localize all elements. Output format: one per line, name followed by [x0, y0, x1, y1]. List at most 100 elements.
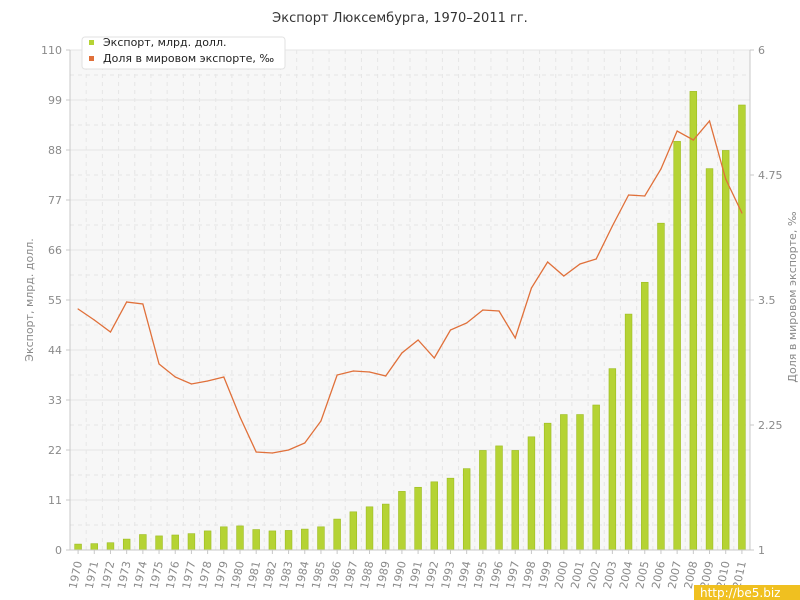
share-point-1992 [433, 357, 435, 359]
grid [70, 49, 751, 551]
bar-1974 [139, 534, 147, 551]
bar-1984 [301, 528, 309, 551]
x-tick-label-1987: 1987 [342, 560, 361, 590]
bar-2002 [592, 404, 600, 551]
share-point-1970 [77, 308, 79, 310]
legend-marker-exports [89, 40, 94, 45]
left-axis-title: Экспорт, млрд. долл. [23, 238, 36, 361]
share-point-2010 [725, 178, 727, 180]
share-point-1991 [417, 339, 419, 341]
bar-1990 [398, 491, 406, 551]
share-point-1990 [401, 352, 403, 354]
share-point-1987 [352, 370, 354, 372]
x-tick-label-1997: 1997 [504, 560, 523, 590]
bar-2008 [689, 91, 698, 551]
x-tick-label-1975: 1975 [147, 560, 166, 590]
line-series [77, 119, 743, 454]
share-point-1976 [174, 376, 176, 378]
share-point-1981 [255, 451, 257, 453]
x-tick-label-1995: 1995 [471, 560, 490, 590]
bar-1983 [284, 530, 293, 551]
left-tick-label: 22 [48, 444, 62, 457]
bar-1976 [171, 534, 179, 551]
x-tick-label-2010: 2010 [714, 560, 733, 590]
legend-label-exports: Экспорт, млрд. долл. [103, 36, 226, 49]
share-point-1979 [223, 376, 225, 378]
x-tick-label-1983: 1983 [277, 560, 296, 590]
right-tick-label: 1 [758, 544, 765, 557]
x-tick-label-2006: 2006 [649, 560, 668, 590]
axes: 011223344556677889911012.253.54.75619701… [41, 44, 783, 590]
share-point-2006 [660, 168, 662, 170]
bar-1980 [236, 525, 244, 551]
x-tick-label-1991: 1991 [406, 560, 425, 590]
right-tick-label: 4.75 [758, 169, 783, 182]
x-tick-label-1982: 1982 [261, 560, 280, 590]
bar-2007 [673, 141, 681, 551]
bar-1975 [155, 535, 163, 551]
share-point-1978 [207, 380, 209, 382]
share-line [77, 119, 743, 454]
watermark-text: http://be5.biz [700, 586, 780, 600]
bar-1994 [462, 468, 471, 551]
right-tick-label: 6 [758, 44, 765, 57]
x-tick-label-1992: 1992 [423, 560, 442, 590]
bar-1996 [495, 445, 503, 551]
share-point-1994 [466, 322, 468, 324]
bar-1989 [382, 503, 390, 551]
watermark-background [694, 585, 800, 600]
bar-1986 [333, 518, 341, 551]
bar-1978 [203, 530, 212, 551]
bar-2010 [722, 150, 730, 551]
x-tick-label-1989: 1989 [374, 560, 393, 590]
share-point-1977 [190, 383, 193, 385]
bar-1971 [90, 543, 98, 551]
right-tick-label: 2.25 [758, 419, 783, 432]
share-point-1974 [142, 303, 144, 305]
share-point-2009 [708, 120, 711, 122]
share-point-1975 [158, 363, 160, 365]
bar-1985 [317, 526, 325, 551]
x-tick-label-1988: 1988 [358, 560, 377, 590]
x-tick-label-1981: 1981 [245, 560, 264, 590]
bar-2011 [738, 104, 746, 551]
bar-2003 [608, 368, 617, 551]
share-point-1984 [304, 442, 306, 444]
left-tick-label: 33 [48, 394, 62, 407]
x-tick-label-1971: 1971 [83, 560, 102, 590]
left-tick-label: 11 [48, 494, 62, 507]
left-tick-label: 110 [41, 44, 62, 57]
x-tick-label-1970: 1970 [66, 560, 85, 590]
share-point-2000 [563, 275, 565, 277]
x-tick-label-1993: 1993 [439, 560, 458, 590]
bar-2001 [576, 414, 584, 551]
share-point-1982 [271, 452, 273, 454]
share-point-1971 [93, 319, 95, 321]
right-axis-title: Доля в мировом экспорте, ‰ [786, 211, 799, 382]
bar-1998 [527, 436, 536, 551]
share-point-1995 [482, 309, 484, 311]
left-tick-label: 99 [48, 94, 62, 107]
bar-1988 [365, 506, 374, 551]
bar-1999 [543, 422, 552, 551]
bar-1982 [268, 530, 277, 551]
share-point-1996 [498, 310, 500, 312]
left-tick-label: 44 [48, 344, 62, 357]
share-point-1989 [385, 375, 387, 377]
x-tick-label-1977: 1977 [180, 560, 199, 590]
x-tick-label-1996: 1996 [487, 560, 506, 590]
share-point-1980 [239, 416, 241, 418]
x-tick-label-2005: 2005 [633, 560, 652, 590]
x-tick-label-1978: 1978 [196, 560, 215, 590]
bar-1972 [106, 542, 115, 551]
bar-1997 [511, 450, 519, 551]
bar-1977 [187, 533, 196, 551]
x-tick-label-2000: 2000 [552, 560, 571, 590]
left-tick-label: 0 [55, 544, 62, 557]
x-tick-label-2001: 2001 [568, 560, 587, 590]
x-tick-label-2004: 2004 [617, 560, 636, 590]
bar-2009 [705, 168, 714, 551]
left-tick-label: 77 [48, 194, 62, 207]
share-point-2003 [611, 225, 613, 227]
